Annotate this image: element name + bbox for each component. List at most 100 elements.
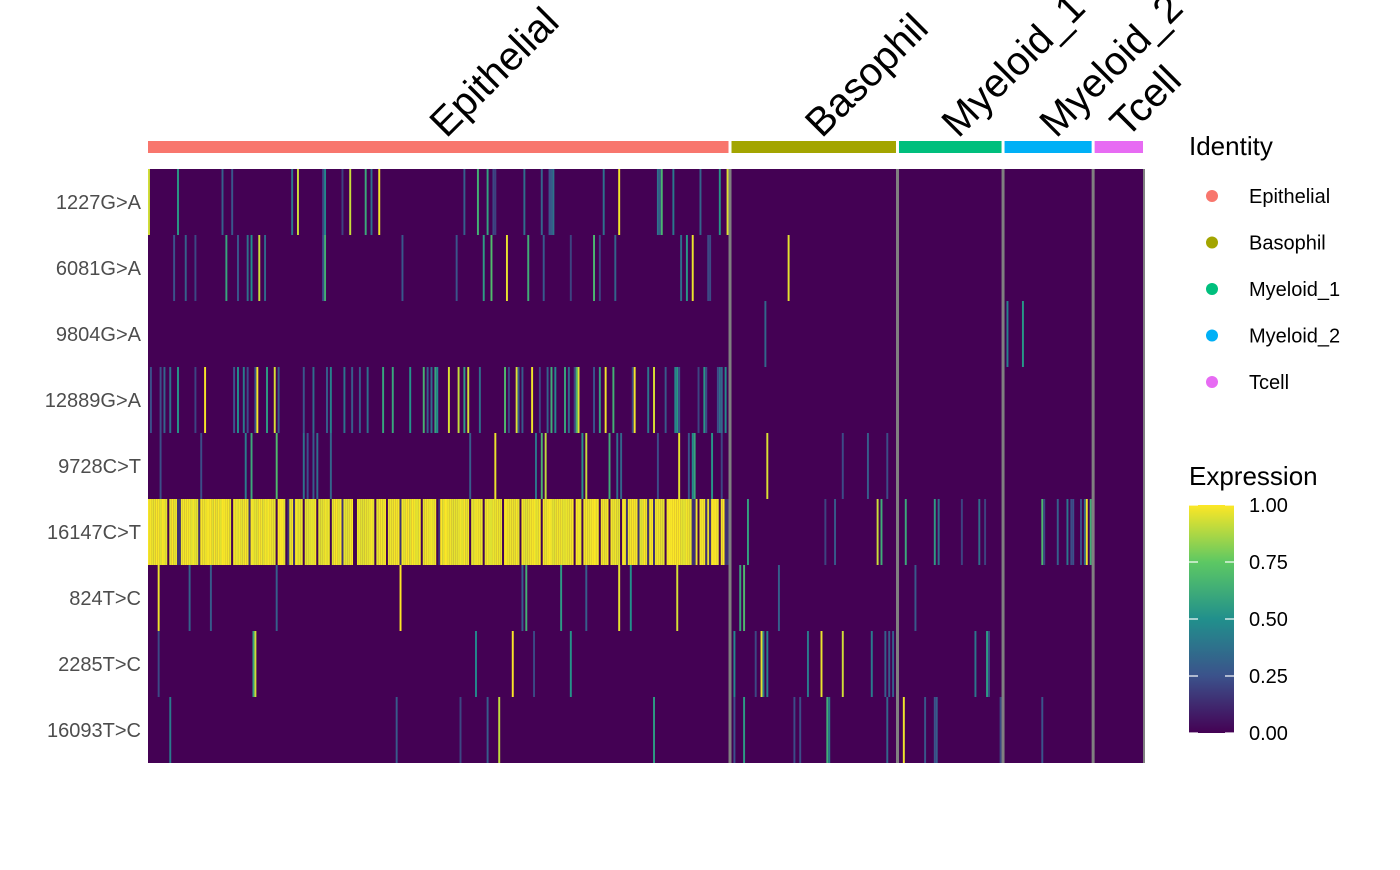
colorbar-tick-label: 0.25	[1249, 666, 1288, 688]
heatmap-cell	[585, 499, 588, 565]
heatmap-cell	[587, 499, 590, 565]
heatmap-cell	[188, 499, 191, 565]
heatmap-cell	[762, 631, 765, 697]
heatmap-cell	[674, 367, 677, 433]
heatmap-cell	[542, 235, 545, 301]
heatmap-cell	[1056, 499, 1059, 565]
heatmap-cell	[358, 367, 361, 433]
heatmap-cell	[705, 499, 708, 565]
heatmap-cell	[746, 499, 749, 565]
heatmap-cell	[492, 499, 495, 565]
heatmap-cell	[870, 631, 873, 697]
heatmap-cell	[316, 433, 319, 499]
heatmap-cell	[246, 367, 249, 433]
heatmap-cell	[602, 499, 605, 565]
row-label: 824T>C	[69, 588, 141, 610]
heatmap-cell	[573, 367, 576, 433]
heatmap-cell	[446, 499, 448, 565]
heatmap-cell	[484, 499, 487, 565]
heatmap-cell	[639, 499, 642, 565]
heatmap-cell	[616, 433, 619, 499]
heatmap-cell	[500, 499, 503, 565]
heatmap-cell	[612, 499, 615, 565]
heatmap-cell	[517, 367, 520, 433]
heatmap-cell	[583, 499, 586, 565]
heatmap-cell	[314, 499, 317, 565]
heatmap-cell	[573, 499, 576, 565]
heatmap-cell	[824, 499, 827, 565]
heatmap-cell	[250, 499, 253, 565]
colorbar-title: Expression	[1189, 461, 1318, 491]
heatmap-cell	[267, 499, 270, 565]
heatmap-cell	[378, 169, 381, 235]
heatmap-cell	[366, 367, 369, 433]
expression-colorbar-legend: Expression 1.00 0.75 0.50 0.25 0.00	[1189, 461, 1318, 745]
heatmap-cell	[933, 499, 936, 565]
identity-bar-tcell	[1094, 141, 1143, 153]
heatmap-cell	[544, 433, 547, 499]
heatmap-cell	[799, 697, 802, 763]
heatmap-cell	[422, 499, 425, 565]
heatmap-cell	[148, 499, 150, 565]
heatmap-cell	[525, 499, 528, 565]
heatmap-cell	[194, 499, 197, 565]
heatmap-cell	[511, 631, 514, 697]
heatmap-cell	[612, 367, 615, 433]
heatmap-cell	[552, 169, 555, 235]
heatmap-cell	[473, 499, 476, 565]
row-label: 16147C>T	[47, 522, 141, 544]
heatmap-cell	[175, 499, 178, 565]
heatmap-cell	[569, 235, 572, 301]
heatmap-cell	[298, 499, 301, 565]
row-label: 9804G>A	[56, 324, 142, 346]
heatmap-cell	[743, 697, 746, 763]
heatmap-cell	[384, 499, 387, 565]
heatmap-cell	[937, 499, 940, 565]
heatmap-cell	[668, 499, 671, 565]
heatmap-cell	[266, 499, 268, 565]
heatmap-cell	[434, 367, 437, 433]
heatmap-cell	[643, 499, 646, 565]
heatmap-cell	[1080, 499, 1082, 565]
heatmap-cell	[1089, 499, 1092, 565]
heatmap-cell	[554, 499, 557, 565]
heatmap-cell	[242, 367, 245, 433]
heatmap-cell	[618, 565, 621, 631]
heatmap-cell	[364, 499, 367, 565]
heatmap-cell	[653, 697, 655, 763]
heatmap-cell	[273, 367, 276, 433]
heatmap-cell	[329, 367, 332, 433]
colorbar-tick-label: 0.75	[1249, 552, 1288, 574]
heatmap-cell	[718, 367, 721, 433]
heatmap-cell	[386, 499, 388, 565]
heatmap-cell	[507, 499, 510, 565]
heatmap-cell	[602, 169, 605, 235]
heatmap-cell	[533, 631, 536, 697]
heatmap-cell	[465, 499, 468, 565]
heatmap-cell	[157, 499, 160, 565]
heatmap-cell	[567, 499, 570, 565]
heatmap-cell	[289, 499, 292, 565]
heatmap-cell	[680, 499, 683, 565]
heatmap-cell	[904, 499, 907, 565]
heatmap-cell	[351, 499, 354, 565]
heatmap-cell	[264, 235, 267, 301]
heatmap-cell	[341, 499, 344, 565]
heatmap-cell	[984, 499, 987, 565]
heatmap-cell	[689, 499, 692, 565]
heatmap-cell	[206, 499, 208, 565]
heatmap-cell	[564, 367, 566, 433]
heatmap-cell	[329, 499, 332, 565]
heatmap-cell	[672, 499, 675, 565]
heatmap-cell	[733, 697, 736, 763]
heatmap-cell	[322, 235, 325, 301]
heatmap-cell	[525, 565, 528, 631]
heatmap-cell	[248, 499, 251, 565]
heatmap-cell	[496, 499, 499, 565]
heatmap-cell	[521, 565, 524, 631]
heatmap-cell	[662, 499, 665, 565]
heatmap-cell	[302, 433, 305, 499]
heatmap-cell	[653, 367, 655, 433]
heatmap-cell	[620, 433, 623, 499]
heatmap-cell	[459, 499, 462, 565]
